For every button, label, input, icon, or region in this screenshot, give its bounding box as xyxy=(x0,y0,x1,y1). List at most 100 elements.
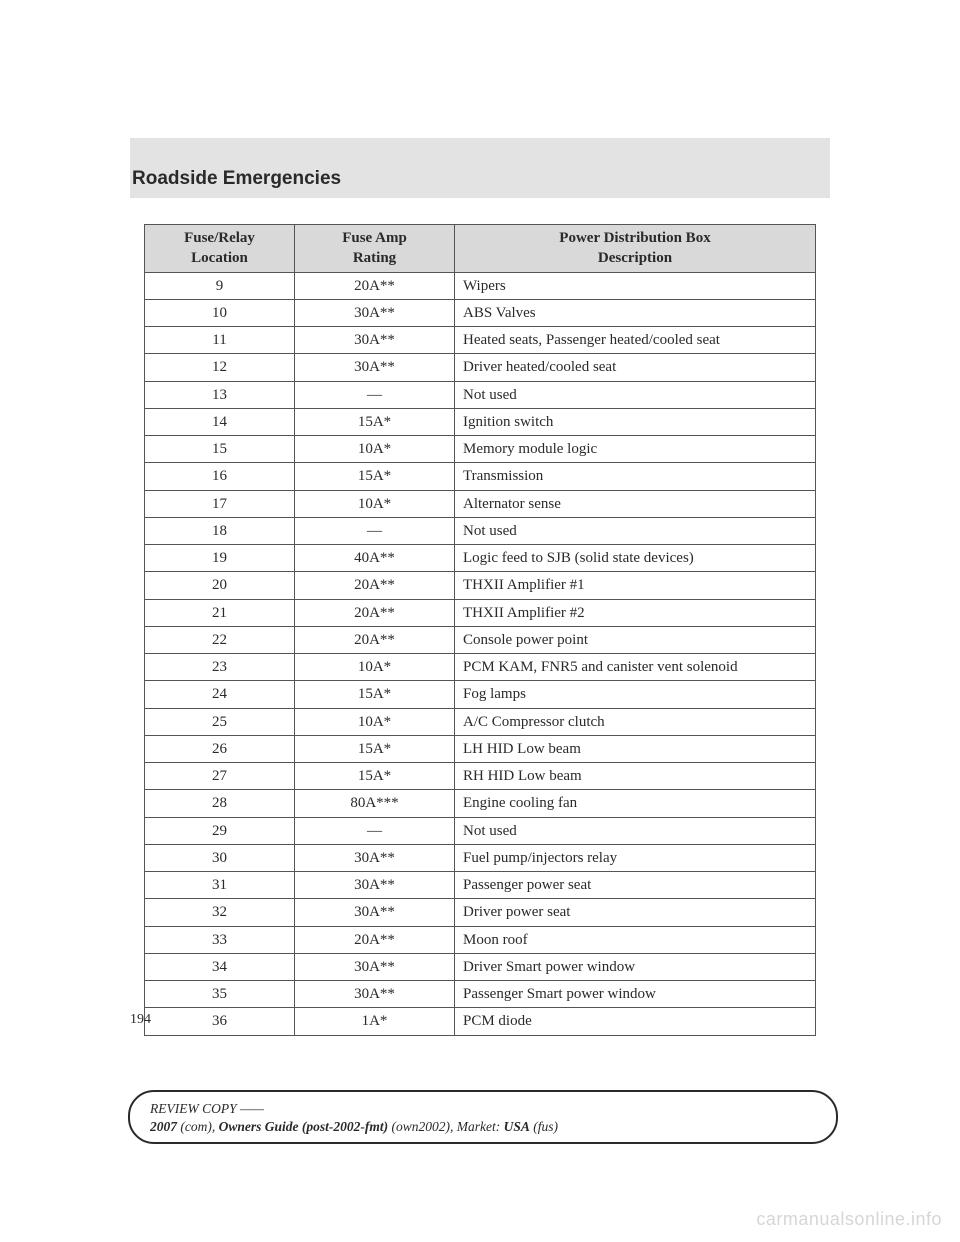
cell-description: Not used xyxy=(455,517,816,544)
table-row: 2120A**THXII Amplifier #2 xyxy=(145,599,816,626)
table-row: 2715A*RH HID Low beam xyxy=(145,763,816,790)
table-row: 1940A**Logic feed to SJB (solid state de… xyxy=(145,545,816,572)
col-header-rating: Fuse AmpRating xyxy=(295,225,455,273)
cell-rating: 30A** xyxy=(295,327,455,354)
cell-rating: 30A** xyxy=(295,872,455,899)
cell-rating: 15A* xyxy=(295,408,455,435)
cell-description: RH HID Low beam xyxy=(455,763,816,790)
cell-location: 13 xyxy=(145,381,295,408)
cell-description: Driver power seat xyxy=(455,899,816,926)
cell-description: Heated seats, Passenger heated/cooled se… xyxy=(455,327,816,354)
cell-description: Alternator sense xyxy=(455,490,816,517)
section-title: Roadside Emergencies xyxy=(132,168,341,190)
cell-location: 36 xyxy=(145,1008,295,1035)
footer-seg-3: (own2002), Market: xyxy=(388,1119,503,1134)
table-row: 2220A**Console power point xyxy=(145,626,816,653)
cell-location: 21 xyxy=(145,599,295,626)
table-row: 1710A*Alternator sense xyxy=(145,490,816,517)
cell-description: Wipers xyxy=(455,272,816,299)
cell-rating: — xyxy=(295,817,455,844)
cell-location: 23 xyxy=(145,654,295,681)
cell-location: 30 xyxy=(145,844,295,871)
table-row: 1415A*Ignition switch xyxy=(145,408,816,435)
cell-location: 22 xyxy=(145,626,295,653)
table-row: 3230A**Driver power seat xyxy=(145,899,816,926)
table-row: 2415A*Fog lamps xyxy=(145,681,816,708)
footer-edition-line: 2007 (com), Owners Guide (post-2002-fmt)… xyxy=(150,1118,816,1136)
page-number: 194 xyxy=(130,1012,151,1028)
cell-description: Passenger power seat xyxy=(455,872,816,899)
cell-location: 11 xyxy=(145,327,295,354)
cell-location: 10 xyxy=(145,299,295,326)
cell-rating: 1A* xyxy=(295,1008,455,1035)
cell-rating: 15A* xyxy=(295,763,455,790)
table-row: 3530A**Passenger Smart power window xyxy=(145,981,816,1008)
cell-location: 15 xyxy=(145,436,295,463)
cell-description: THXII Amplifier #1 xyxy=(455,572,816,599)
cell-description: LH HID Low beam xyxy=(455,735,816,762)
cell-rating: 10A* xyxy=(295,708,455,735)
cell-rating: 15A* xyxy=(295,681,455,708)
col-header-location: Fuse/RelayLocation xyxy=(145,225,295,273)
footer-box: REVIEW COPY —— 2007 (com), Owners Guide … xyxy=(128,1090,838,1144)
cell-description: Not used xyxy=(455,381,816,408)
cell-rating: 15A* xyxy=(295,463,455,490)
section-header-band: Roadside Emergencies xyxy=(130,138,830,198)
cell-rating: 20A** xyxy=(295,926,455,953)
cell-rating: 80A*** xyxy=(295,790,455,817)
cell-description: Transmission xyxy=(455,463,816,490)
table-row: 3030A**Fuel pump/injectors relay xyxy=(145,844,816,871)
footer-seg-4: USA xyxy=(504,1119,530,1134)
table-row: 1130A**Heated seats, Passenger heated/co… xyxy=(145,327,816,354)
cell-description: Engine cooling fan xyxy=(455,790,816,817)
cell-location: 33 xyxy=(145,926,295,953)
table-header-row: Fuse/RelayLocation Fuse AmpRating Power … xyxy=(145,225,816,273)
cell-description: Logic feed to SJB (solid state devices) xyxy=(455,545,816,572)
cell-location: 31 xyxy=(145,872,295,899)
footer-seg-2: Owners Guide (post-2002-fmt) xyxy=(219,1119,389,1134)
cell-rating: 30A** xyxy=(295,899,455,926)
cell-location: 14 xyxy=(145,408,295,435)
table-row: 361A*PCM diode xyxy=(145,1008,816,1035)
cell-location: 16 xyxy=(145,463,295,490)
cell-description: Not used xyxy=(455,817,816,844)
cell-rating: 30A** xyxy=(295,981,455,1008)
cell-description: THXII Amplifier #2 xyxy=(455,599,816,626)
table-row: 3320A**Moon roof xyxy=(145,926,816,953)
cell-location: 12 xyxy=(145,354,295,381)
footer-seg-5: (fus) xyxy=(530,1119,558,1134)
table-row: 2020A**THXII Amplifier #1 xyxy=(145,572,816,599)
page: Roadside Emergencies Fuse/RelayLocation … xyxy=(0,0,960,1242)
cell-description: ABS Valves xyxy=(455,299,816,326)
table-row: 2510A*A/C Compressor clutch xyxy=(145,708,816,735)
cell-rating: 30A** xyxy=(295,299,455,326)
footer-year: 2007 xyxy=(150,1119,177,1134)
cell-location: 27 xyxy=(145,763,295,790)
cell-location: 32 xyxy=(145,899,295,926)
cell-description: Fog lamps xyxy=(455,681,816,708)
cell-rating: 10A* xyxy=(295,654,455,681)
cell-location: 19 xyxy=(145,545,295,572)
cell-rating: 30A** xyxy=(295,844,455,871)
cell-rating: 10A* xyxy=(295,436,455,463)
cell-description: PCM diode xyxy=(455,1008,816,1035)
table-row: 1030A**ABS Valves xyxy=(145,299,816,326)
cell-location: 9 xyxy=(145,272,295,299)
cell-description: Console power point xyxy=(455,626,816,653)
cell-rating: 40A** xyxy=(295,545,455,572)
cell-rating: 30A** xyxy=(295,953,455,980)
cell-rating: 20A** xyxy=(295,626,455,653)
cell-rating: 20A** xyxy=(295,272,455,299)
watermark: carmanualsonline.info xyxy=(756,1209,942,1230)
cell-rating: 15A* xyxy=(295,735,455,762)
cell-rating: 20A** xyxy=(295,572,455,599)
cell-location: 35 xyxy=(145,981,295,1008)
table-row: 1615A*Transmission xyxy=(145,463,816,490)
cell-description: Passenger Smart power window xyxy=(455,981,816,1008)
cell-rating: 20A** xyxy=(295,599,455,626)
cell-rating: 10A* xyxy=(295,490,455,517)
cell-location: 24 xyxy=(145,681,295,708)
footer-seg-1: , xyxy=(212,1119,219,1134)
cell-location: 28 xyxy=(145,790,295,817)
cell-description: Ignition switch xyxy=(455,408,816,435)
